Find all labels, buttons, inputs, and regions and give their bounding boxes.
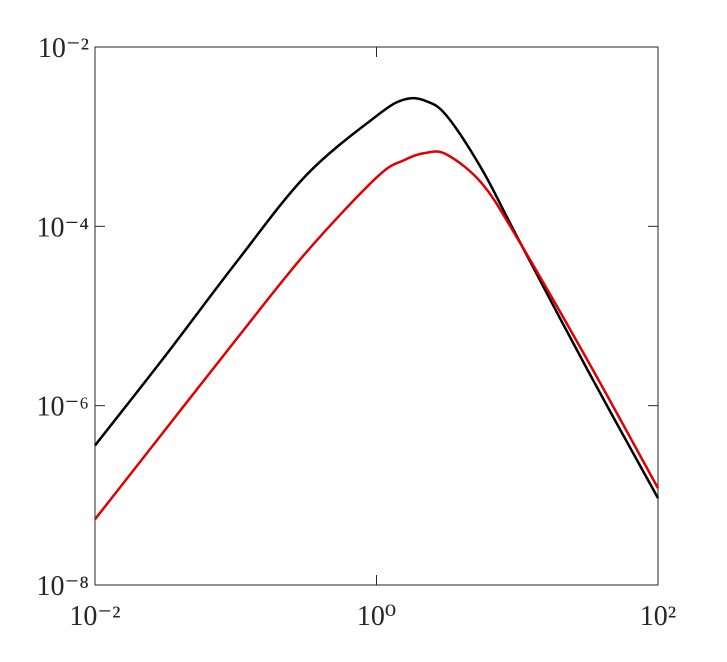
x-tick-label: 10²	[640, 601, 676, 632]
x-tick-label: 10⁰	[357, 601, 396, 632]
line-series	[94, 96, 660, 499]
y-tick-label: 10⁻⁸	[36, 571, 89, 602]
y-tick-label: 10⁻⁶	[36, 392, 89, 423]
y-tick-label: 10⁻²	[38, 33, 89, 64]
y-tick-label: 10⁻⁴	[36, 212, 89, 243]
x-tick-label: 10⁻²	[69, 601, 120, 632]
plot-frame	[94, 46, 659, 586]
line-series	[94, 150, 660, 521]
